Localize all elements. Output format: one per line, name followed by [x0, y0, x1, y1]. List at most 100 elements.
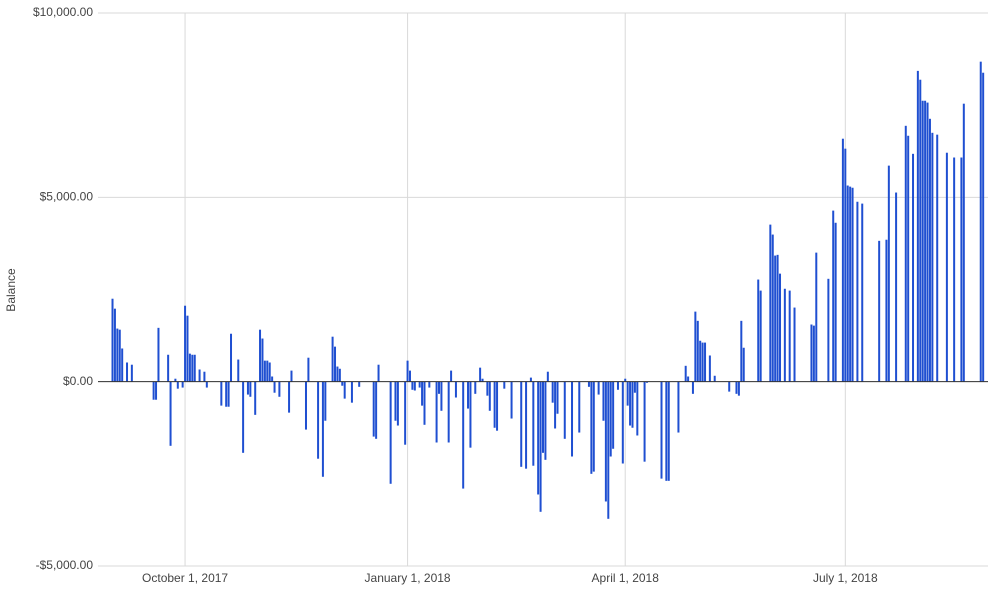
bar	[759, 290, 762, 382]
bar	[263, 360, 266, 382]
bar	[350, 381, 353, 403]
bar	[665, 381, 668, 481]
bar	[607, 381, 610, 519]
bar	[643, 381, 646, 462]
bar	[341, 381, 344, 386]
bar	[152, 381, 155, 400]
bar	[421, 381, 424, 406]
bar	[776, 254, 779, 382]
bar	[261, 338, 264, 382]
bar	[288, 381, 291, 413]
bar	[742, 347, 745, 382]
bar	[757, 279, 760, 382]
y-axis-label: Balance	[4, 268, 18, 312]
bar	[375, 381, 378, 439]
bar	[916, 70, 919, 382]
bar	[667, 381, 670, 481]
bar	[861, 203, 864, 382]
bar	[394, 381, 397, 421]
bar	[779, 273, 782, 382]
bar	[520, 381, 523, 467]
bar	[428, 381, 431, 388]
bar	[411, 381, 414, 390]
bar	[474, 381, 477, 394]
bar	[708, 355, 711, 382]
bar	[324, 381, 327, 421]
y-tick-label: $10,000.00	[33, 5, 93, 19]
bar	[334, 346, 337, 382]
bar	[684, 365, 687, 382]
bar	[338, 368, 341, 382]
bar	[624, 378, 627, 382]
bar	[844, 148, 847, 382]
bar	[926, 102, 929, 382]
bar	[878, 240, 881, 382]
bar	[181, 381, 184, 388]
bar	[677, 381, 680, 433]
bar	[846, 185, 849, 382]
bar	[701, 342, 704, 382]
bar	[493, 381, 496, 428]
bar	[895, 192, 898, 382]
bar	[827, 278, 830, 382]
bar	[529, 377, 532, 382]
bar	[418, 381, 421, 388]
bar	[389, 381, 392, 484]
bar	[358, 381, 361, 387]
bar	[249, 381, 252, 397]
bar	[438, 381, 441, 394]
bar	[604, 381, 607, 502]
bar	[921, 100, 924, 382]
bar	[563, 381, 566, 439]
bar	[321, 381, 324, 477]
bar	[317, 381, 320, 459]
bar	[537, 381, 540, 495]
bar	[856, 201, 859, 382]
bar	[597, 381, 600, 395]
x-tick-label: July 1, 2018	[813, 571, 878, 585]
bar	[186, 315, 189, 382]
bar	[633, 381, 636, 393]
bar	[931, 132, 934, 382]
bar	[331, 336, 334, 382]
bar	[945, 152, 948, 382]
bar	[307, 357, 310, 382]
bar	[496, 381, 499, 431]
bar	[193, 354, 196, 382]
bar	[462, 381, 465, 489]
bar	[602, 381, 605, 421]
bar	[503, 381, 506, 389]
bar	[510, 381, 513, 419]
bar	[812, 325, 815, 382]
bar	[203, 371, 206, 382]
bar	[556, 381, 559, 414]
bar	[271, 376, 274, 382]
bar	[488, 381, 491, 411]
bar	[928, 118, 931, 382]
bar	[237, 359, 240, 382]
bar	[268, 362, 271, 382]
bar	[111, 298, 114, 382]
bar	[841, 138, 844, 382]
bar	[130, 364, 133, 382]
bar	[904, 125, 907, 382]
bar	[609, 381, 612, 457]
bar	[590, 381, 593, 474]
bar	[554, 381, 557, 429]
bar	[616, 381, 619, 390]
bar	[336, 366, 339, 382]
bar	[849, 186, 852, 382]
bar	[924, 100, 927, 382]
bar	[832, 210, 835, 382]
bar	[953, 157, 956, 382]
bar	[696, 320, 699, 382]
bar	[962, 103, 965, 382]
bar	[225, 381, 228, 407]
bar	[447, 381, 450, 443]
bar	[592, 381, 595, 472]
bar	[774, 255, 777, 382]
x-tick-label: January 1, 2018	[365, 571, 451, 585]
bar	[636, 381, 639, 436]
bar	[919, 79, 922, 382]
